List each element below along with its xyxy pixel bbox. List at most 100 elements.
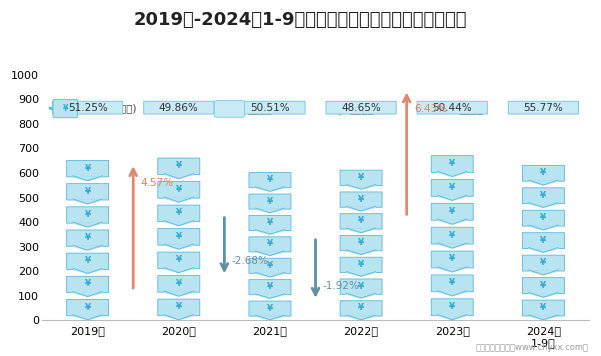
Text: ¥: ¥ [63, 104, 69, 113]
FancyBboxPatch shape [432, 275, 473, 292]
Polygon shape [438, 196, 467, 200]
FancyBboxPatch shape [432, 156, 473, 172]
Text: 49.86%: 49.86% [159, 103, 199, 113]
Text: ¥: ¥ [449, 231, 456, 240]
FancyBboxPatch shape [326, 101, 396, 114]
Polygon shape [73, 246, 102, 250]
FancyBboxPatch shape [158, 276, 200, 292]
Text: ¥: ¥ [267, 218, 273, 227]
Polygon shape [164, 269, 194, 273]
Text: ¥: ¥ [85, 303, 91, 312]
FancyBboxPatch shape [522, 165, 564, 181]
FancyBboxPatch shape [340, 170, 382, 185]
Text: ¥: ¥ [358, 282, 364, 290]
Text: 制图：智研咨询（www.chyxx.com）: 制图：智研咨询（www.chyxx.com） [476, 344, 589, 352]
FancyBboxPatch shape [67, 230, 109, 246]
FancyBboxPatch shape [522, 233, 564, 248]
Text: ¥: ¥ [358, 260, 364, 269]
FancyBboxPatch shape [508, 101, 579, 114]
Polygon shape [438, 220, 467, 224]
FancyBboxPatch shape [249, 279, 291, 295]
Text: -1.92%: -1.92% [323, 281, 359, 291]
Polygon shape [255, 295, 285, 298]
Polygon shape [346, 294, 376, 298]
Text: ¥: ¥ [267, 175, 273, 184]
FancyBboxPatch shape [432, 227, 473, 244]
FancyBboxPatch shape [215, 100, 245, 117]
FancyBboxPatch shape [249, 173, 291, 188]
FancyBboxPatch shape [67, 299, 109, 316]
Text: ¥: ¥ [85, 210, 91, 219]
Text: ¥: ¥ [540, 213, 546, 222]
Polygon shape [164, 292, 194, 296]
Polygon shape [346, 229, 376, 233]
FancyBboxPatch shape [340, 257, 382, 273]
Text: 50.44%: 50.44% [433, 103, 472, 113]
Text: ¥: ¥ [175, 208, 182, 217]
Text: ¥: ¥ [267, 239, 273, 248]
FancyBboxPatch shape [522, 278, 564, 293]
Text: ¥: ¥ [85, 256, 91, 265]
Text: ¥: ¥ [358, 195, 364, 204]
FancyBboxPatch shape [67, 276, 109, 293]
FancyBboxPatch shape [67, 207, 109, 223]
FancyBboxPatch shape [340, 214, 382, 229]
Text: ¥: ¥ [85, 279, 91, 288]
FancyBboxPatch shape [432, 179, 473, 197]
Polygon shape [438, 316, 467, 320]
Text: 同比增加: 同比增加 [349, 104, 374, 114]
Text: 4.57%: 4.57% [141, 178, 174, 188]
Text: ¥: ¥ [175, 279, 182, 288]
Text: ¥: ¥ [540, 191, 546, 200]
Polygon shape [346, 185, 376, 189]
Text: ¥: ¥ [540, 281, 546, 289]
Text: ¥: ¥ [267, 261, 273, 270]
Text: 累计保费(亿元): 累计保费(亿元) [91, 104, 137, 114]
FancyBboxPatch shape [249, 237, 291, 252]
Text: 同比减少: 同比减少 [459, 104, 484, 114]
Polygon shape [255, 230, 285, 234]
Polygon shape [346, 273, 376, 276]
Text: ¥: ¥ [267, 197, 273, 205]
FancyBboxPatch shape [249, 258, 291, 273]
Text: 50.51%: 50.51% [250, 103, 290, 113]
Text: ¥: ¥ [358, 216, 364, 225]
Polygon shape [164, 198, 194, 202]
Polygon shape [346, 207, 376, 211]
Text: ¥: ¥ [358, 238, 364, 247]
Text: ¥: ¥ [267, 304, 273, 313]
Text: ¥: ¥ [449, 207, 456, 216]
Text: ¥: ¥ [449, 255, 456, 263]
Text: ¥: ¥ [449, 159, 456, 168]
Text: 2019年-2024年1-9月吉林省累计原保险保费收入统计图: 2019年-2024年1-9月吉林省累计原保险保费收入统计图 [134, 11, 467, 29]
Text: ¥: ¥ [85, 233, 91, 242]
Polygon shape [255, 252, 285, 256]
Polygon shape [73, 177, 102, 181]
FancyBboxPatch shape [52, 101, 123, 114]
Text: 寿险占比: 寿险占比 [247, 104, 272, 114]
Polygon shape [164, 316, 194, 320]
FancyBboxPatch shape [158, 252, 200, 269]
Polygon shape [346, 316, 376, 320]
Text: ¥: ¥ [540, 303, 546, 312]
Text: ¥: ¥ [449, 302, 456, 311]
Text: ¥: ¥ [175, 161, 182, 170]
FancyBboxPatch shape [235, 101, 305, 114]
Text: ¥: ¥ [358, 303, 364, 312]
FancyBboxPatch shape [522, 255, 564, 271]
Text: ¥: ¥ [540, 236, 546, 245]
FancyBboxPatch shape [158, 205, 200, 222]
Text: ¥: ¥ [175, 255, 182, 265]
Text: ¥: ¥ [358, 173, 364, 182]
FancyBboxPatch shape [432, 251, 473, 268]
Text: ¥: ¥ [540, 168, 546, 177]
Text: ¥: ¥ [449, 183, 456, 192]
FancyBboxPatch shape [340, 279, 382, 294]
Polygon shape [529, 226, 558, 230]
FancyBboxPatch shape [249, 194, 291, 209]
Polygon shape [73, 293, 102, 297]
FancyBboxPatch shape [249, 301, 291, 316]
Text: 51.25%: 51.25% [68, 103, 108, 113]
Text: ¥: ¥ [85, 164, 91, 173]
Text: ¥: ¥ [449, 278, 456, 287]
